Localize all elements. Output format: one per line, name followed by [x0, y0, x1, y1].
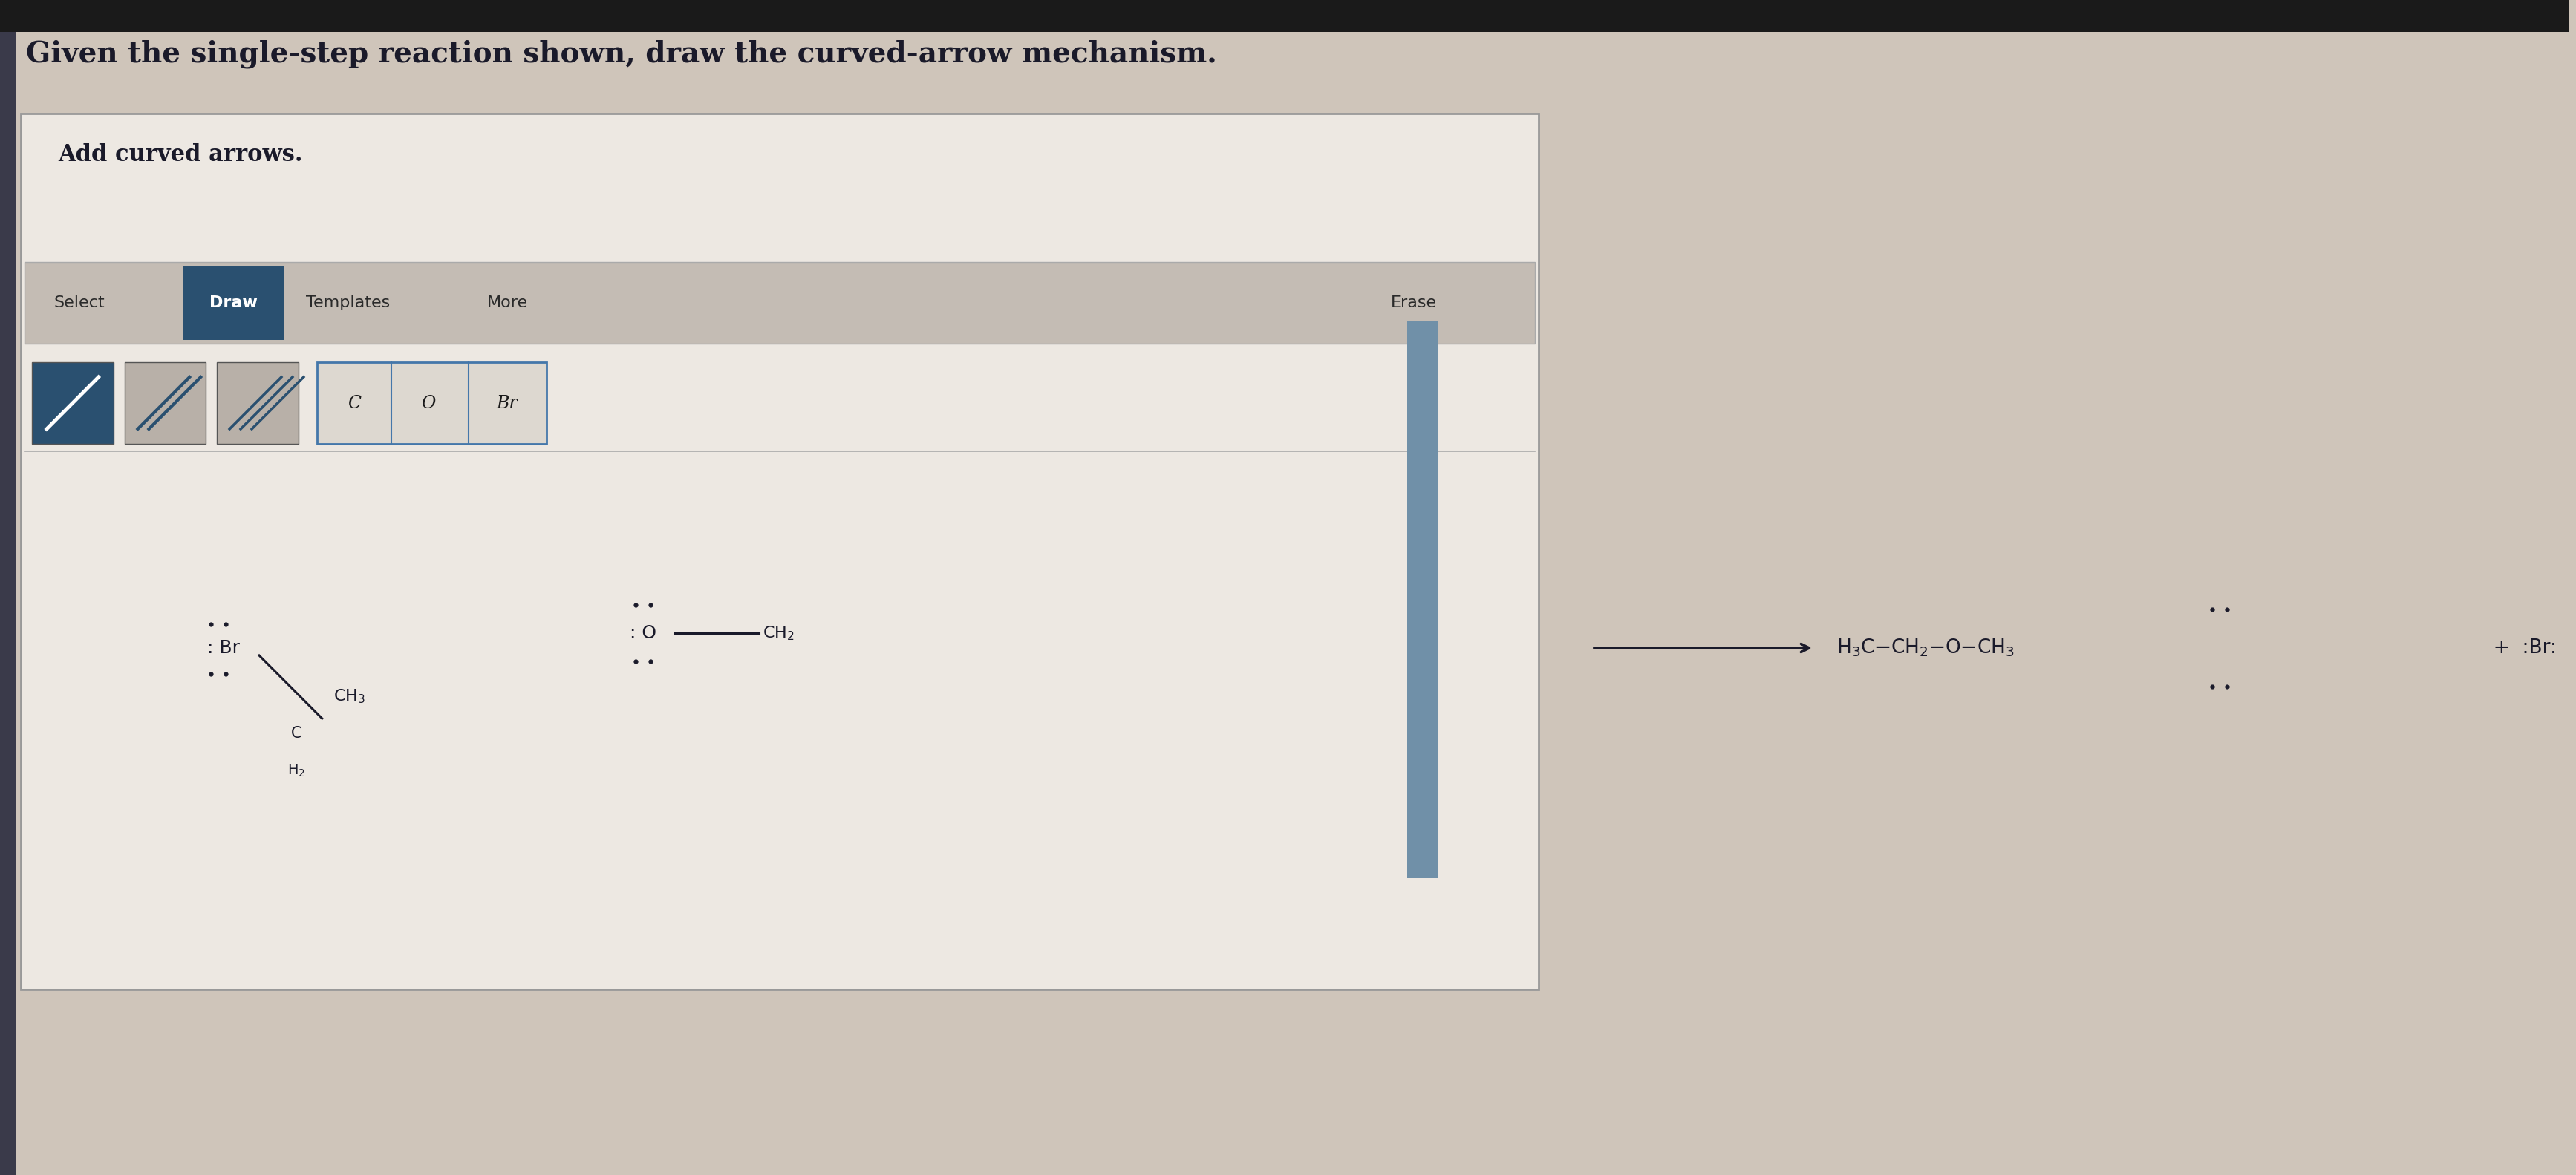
Text: H$_2$: H$_2$: [289, 763, 304, 778]
Text: O: O: [420, 395, 435, 411]
Text: : Br: : Br: [206, 639, 240, 657]
FancyBboxPatch shape: [183, 266, 283, 340]
Text: Select: Select: [54, 295, 106, 310]
Text: CH$_3$: CH$_3$: [332, 687, 366, 705]
FancyBboxPatch shape: [21, 114, 1538, 989]
Text: Add curved arrows.: Add curved arrows.: [57, 143, 301, 167]
Text: More: More: [487, 295, 528, 310]
Text: C: C: [291, 726, 301, 740]
FancyBboxPatch shape: [0, 32, 15, 1175]
Text: Given the single-step reaction shown, draw the curved-arrow mechanism.: Given the single-step reaction shown, dr…: [26, 40, 1216, 68]
FancyBboxPatch shape: [216, 362, 299, 444]
Text: C: C: [348, 395, 361, 411]
Text: H$_3$C$-$CH$_2$$-$O$-$CH$_3$: H$_3$C$-$CH$_2$$-$O$-$CH$_3$: [1837, 637, 2014, 658]
Text: : O: : O: [629, 624, 657, 642]
FancyBboxPatch shape: [23, 262, 1535, 343]
Text: Erase: Erase: [1391, 295, 1437, 310]
FancyBboxPatch shape: [1406, 322, 1437, 878]
FancyBboxPatch shape: [317, 362, 546, 444]
FancyBboxPatch shape: [31, 362, 113, 444]
FancyBboxPatch shape: [124, 362, 206, 444]
Text: Br: Br: [497, 395, 518, 411]
Text: Templates: Templates: [307, 295, 389, 310]
Text: Draw: Draw: [209, 295, 258, 310]
FancyBboxPatch shape: [0, 0, 2568, 32]
Text: +  :Br:: + :Br:: [2481, 638, 2555, 658]
Text: CH$_2$: CH$_2$: [762, 624, 793, 642]
